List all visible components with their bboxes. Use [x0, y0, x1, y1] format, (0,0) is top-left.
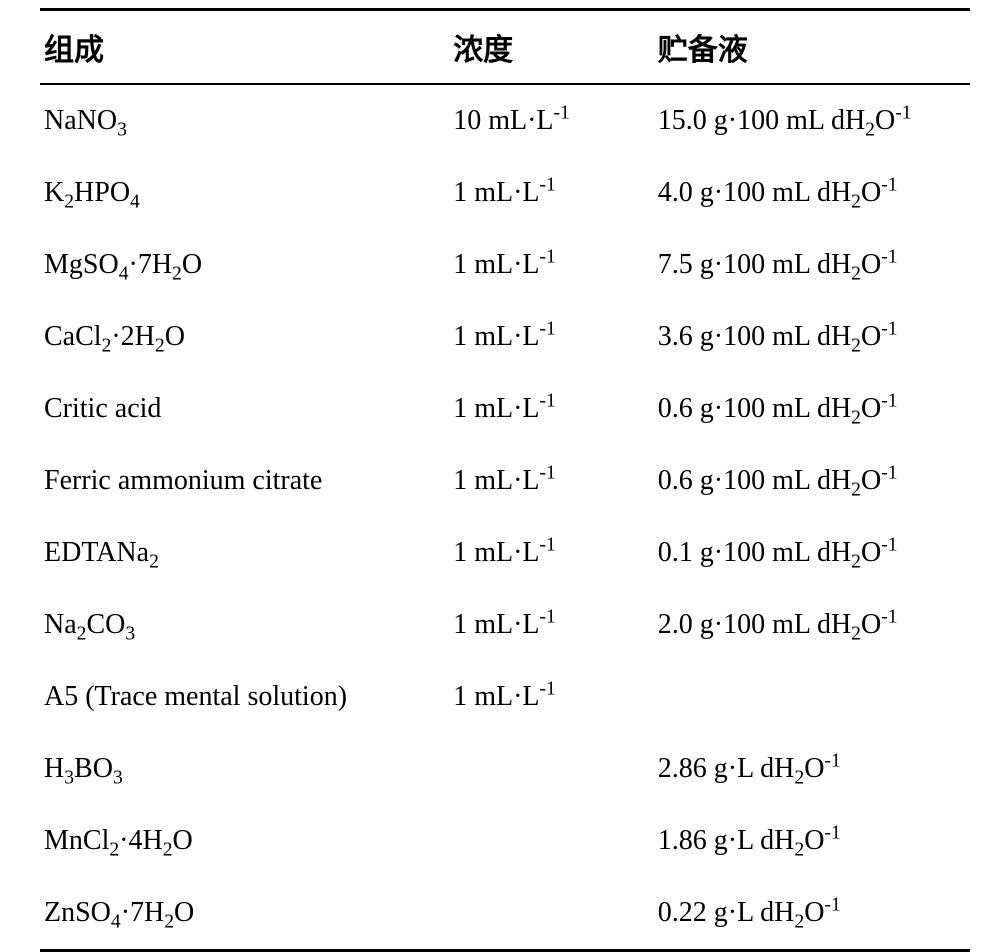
- cell-concentration: 10 mL·L-1: [449, 84, 654, 157]
- cell-component: Na2CO3: [40, 589, 449, 661]
- cell-stock: 1.86 g·L dH2O-1: [654, 805, 970, 877]
- cell-component: MnCl2·4H2O: [40, 805, 449, 877]
- table-row: K2HPO41 mL·L-14.0 g·100 mL dH2O-1: [40, 157, 970, 229]
- cell-stock: 0.6 g·100 mL dH2O-1: [654, 445, 970, 517]
- cell-stock: 15.0 g·100 mL dH2O-1: [654, 84, 970, 157]
- cell-concentration: [449, 877, 654, 951]
- table-row: Na2CO31 mL·L-12.0 g·100 mL dH2O-1: [40, 589, 970, 661]
- table-row: Ferric ammonium citrate1 mL·L-10.6 g·100…: [40, 445, 970, 517]
- cell-concentration: 1 mL·L-1: [449, 301, 654, 373]
- cell-concentration: 1 mL·L-1: [449, 589, 654, 661]
- cell-component: H3BO3: [40, 733, 449, 805]
- cell-stock: 4.0 g·100 mL dH2O-1: [654, 157, 970, 229]
- table-row: NaNO310 mL·L-115.0 g·100 mL dH2O-1: [40, 84, 970, 157]
- table-row: MgSO4·7H2O1 mL·L-17.5 g·100 mL dH2O-1: [40, 229, 970, 301]
- page: 组成 浓度 贮备液 NaNO310 mL·L-115.0 g·100 mL dH…: [0, 0, 1000, 924]
- header-component: 组成: [40, 10, 449, 85]
- header-concentration: 浓度: [449, 10, 654, 85]
- composition-table: 组成 浓度 贮备液 NaNO310 mL·L-115.0 g·100 mL dH…: [40, 8, 970, 952]
- cell-stock: 0.6 g·100 mL dH2O-1: [654, 373, 970, 445]
- cell-component: Ferric ammonium citrate: [40, 445, 449, 517]
- table-row: EDTANa21 mL·L-10.1 g·100 mL dH2O-1: [40, 517, 970, 589]
- cell-stock: 2.86 g·L dH2O-1: [654, 733, 970, 805]
- cell-component: K2HPO4: [40, 157, 449, 229]
- cell-concentration: 1 mL·L-1: [449, 445, 654, 517]
- cell-concentration: [449, 805, 654, 877]
- cell-stock: 0.22 g·L dH2O-1: [654, 877, 970, 951]
- table-row: MnCl2·4H2O 1.86 g·L dH2O-1: [40, 805, 970, 877]
- cell-stock: 7.5 g·100 mL dH2O-1: [654, 229, 970, 301]
- cell-stock: 0.1 g·100 mL dH2O-1: [654, 517, 970, 589]
- cell-stock: 3.6 g·100 mL dH2O-1: [654, 301, 970, 373]
- table-body: NaNO310 mL·L-115.0 g·100 mL dH2O-1K2HPO4…: [40, 84, 970, 951]
- cell-concentration: 1 mL·L-1: [449, 661, 654, 733]
- table-row: Critic acid1 mL·L-10.6 g·100 mL dH2O-1: [40, 373, 970, 445]
- cell-component: MgSO4·7H2O: [40, 229, 449, 301]
- table-header-row: 组成 浓度 贮备液: [40, 10, 970, 85]
- table-row: H3BO3 2.86 g·L dH2O-1: [40, 733, 970, 805]
- table-row: ZnSO4·7H2O 0.22 g·L dH2O-1: [40, 877, 970, 951]
- table-row: CaCl2·2H2O1 mL·L-13.6 g·100 mL dH2O-1: [40, 301, 970, 373]
- header-stock: 贮备液: [654, 10, 970, 85]
- cell-component: CaCl2·2H2O: [40, 301, 449, 373]
- cell-concentration: 1 mL·L-1: [449, 229, 654, 301]
- cell-concentration: 1 mL·L-1: [449, 517, 654, 589]
- cell-stock: 2.0 g·100 mL dH2O-1: [654, 589, 970, 661]
- cell-stock: [654, 661, 970, 733]
- cell-component: Critic acid: [40, 373, 449, 445]
- cell-concentration: 1 mL·L-1: [449, 157, 654, 229]
- cell-concentration: [449, 733, 654, 805]
- cell-component: ZnSO4·7H2O: [40, 877, 449, 951]
- table-row: A5 (Trace mental solution)1 mL·L-1: [40, 661, 970, 733]
- cell-component: NaNO3: [40, 84, 449, 157]
- cell-component: EDTANa2: [40, 517, 449, 589]
- cell-concentration: 1 mL·L-1: [449, 373, 654, 445]
- cell-component: A5 (Trace mental solution): [40, 661, 449, 733]
